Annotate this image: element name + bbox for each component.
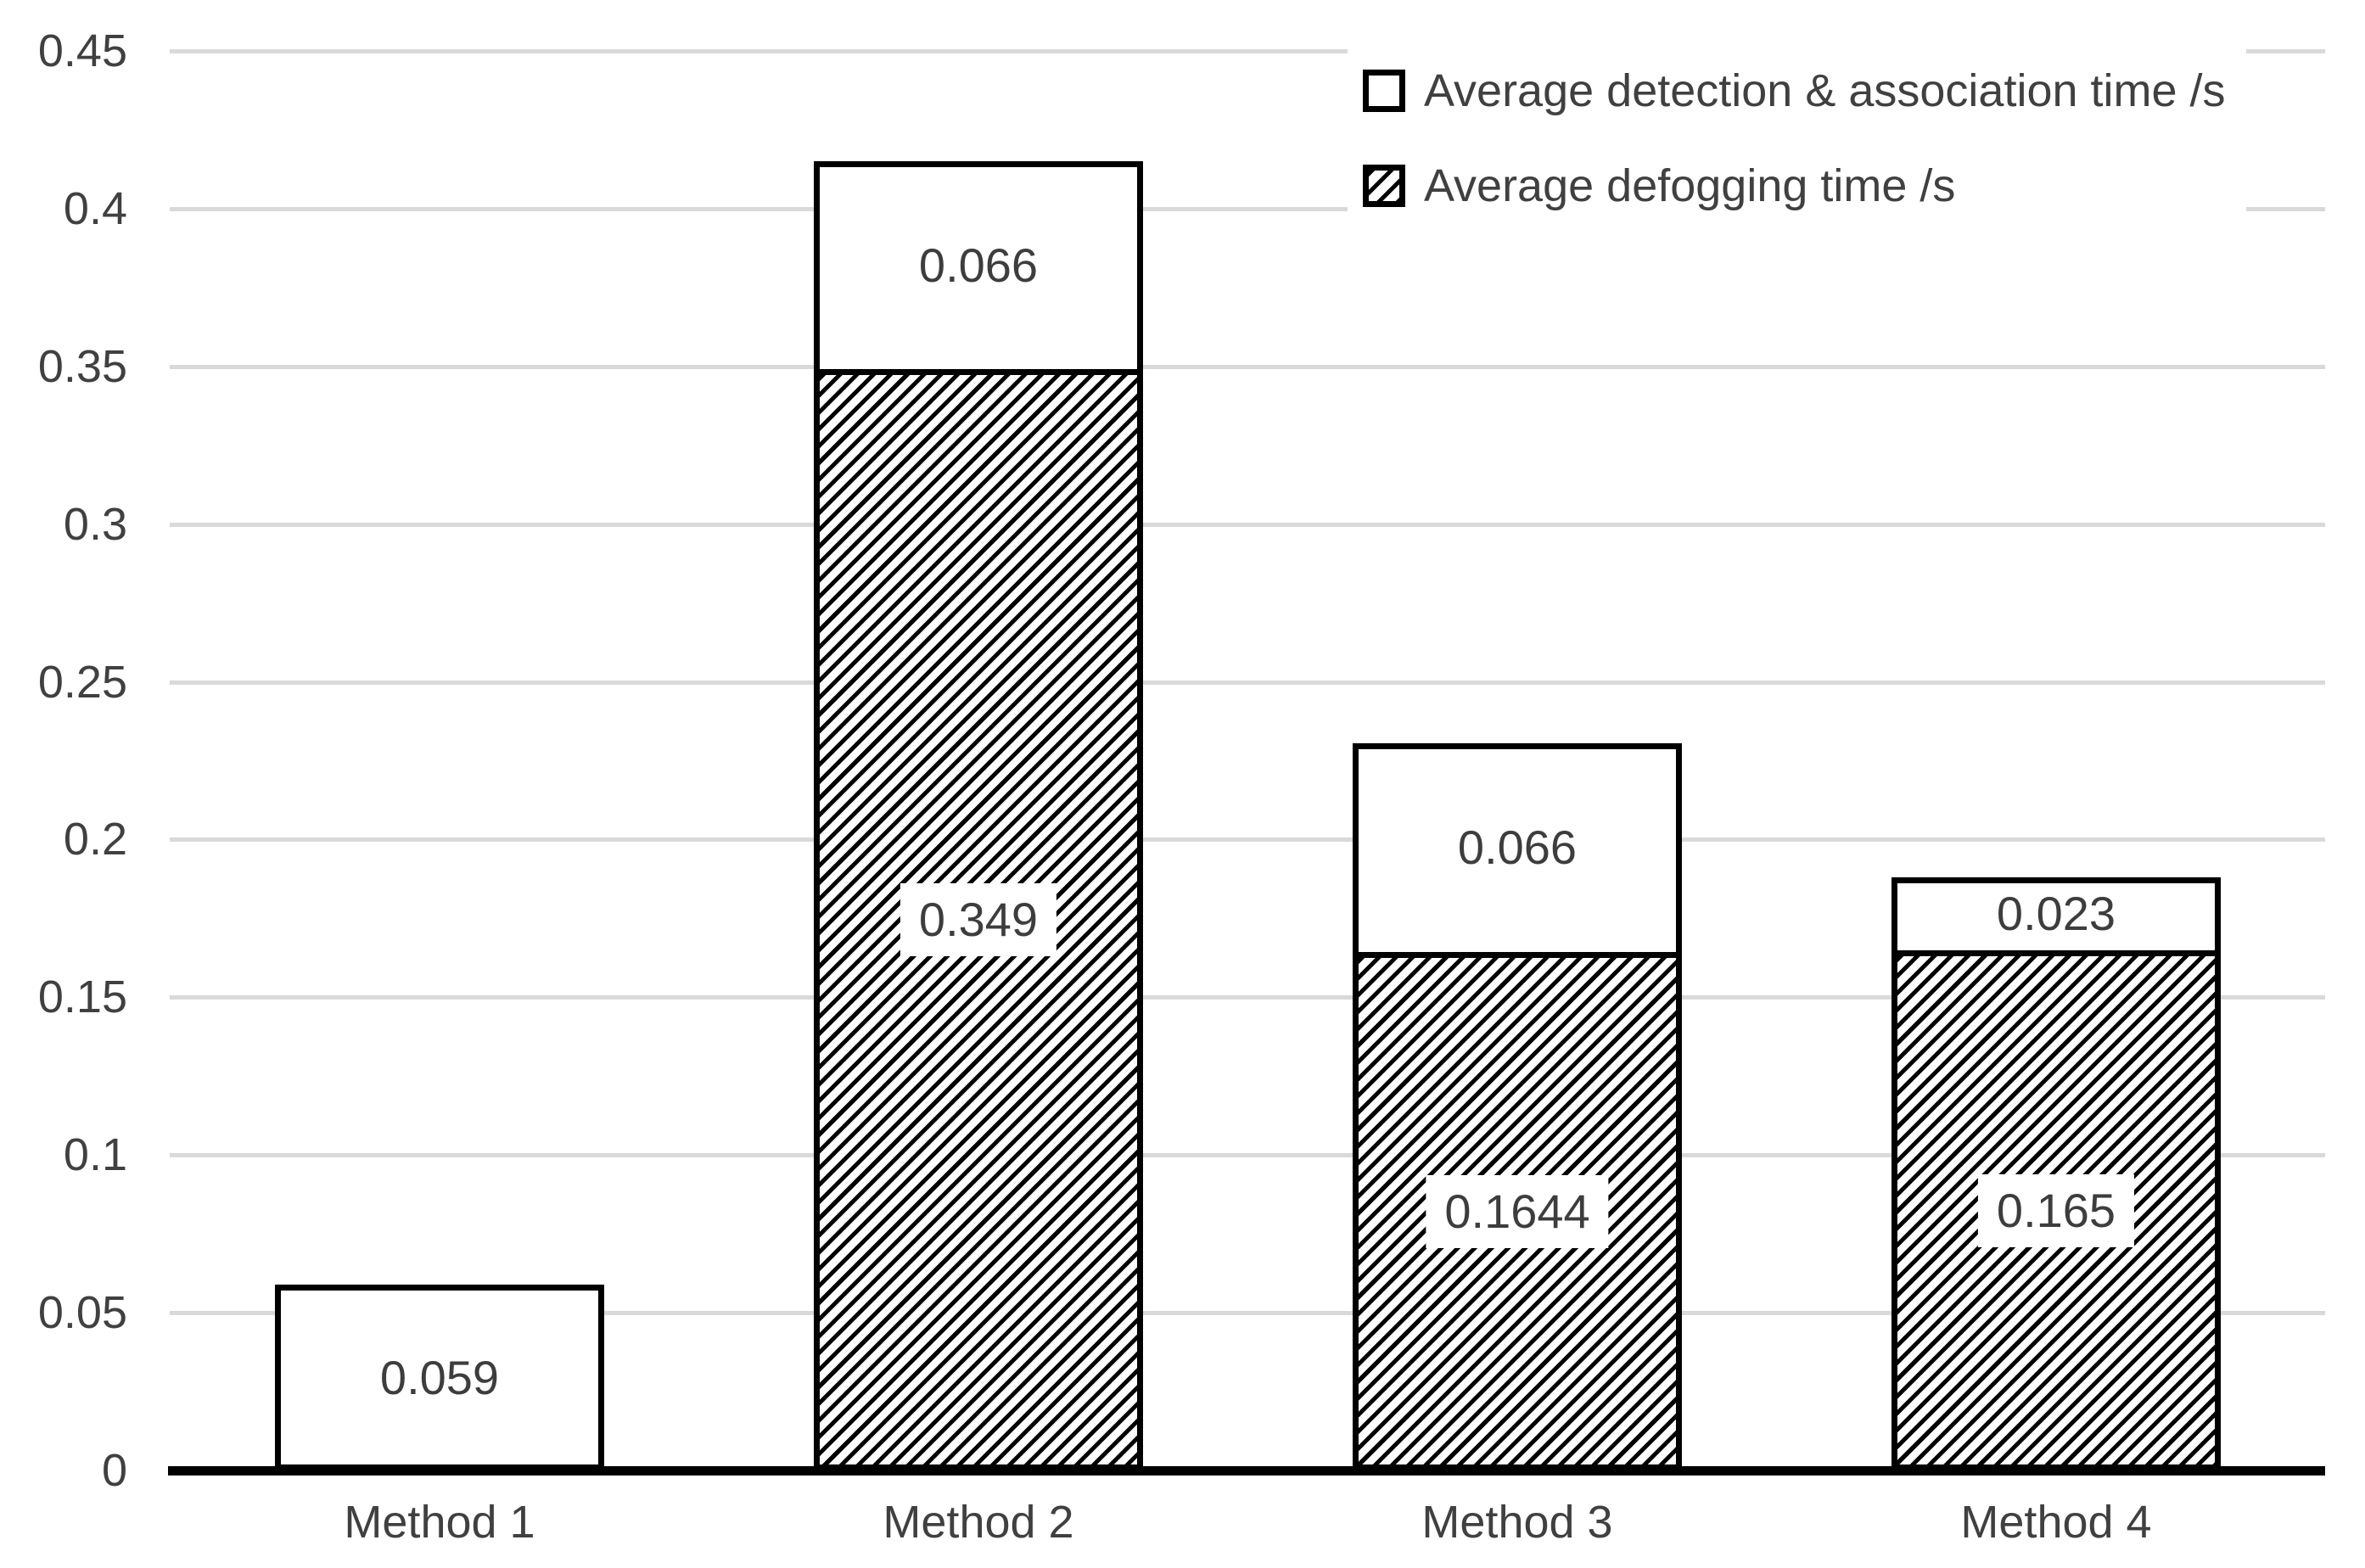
gridline [170, 523, 2325, 527]
y-axis-tick-label: 0.3 [63, 499, 127, 550]
gridline [170, 49, 2325, 53]
x-axis-category-label: Method 2 [883, 1497, 1074, 1548]
hatched-square-swatch-icon [1363, 165, 1405, 207]
y-axis-tick-label: 0.1 [63, 1129, 127, 1180]
bar-method-2 [814, 161, 1143, 1470]
gridline [170, 680, 2325, 685]
legend-item-detection: Average detection & association time /s [1363, 66, 2226, 115]
x-axis-category-label: Method 1 [344, 1497, 535, 1548]
x-axis-category-label: Method 4 [1960, 1497, 2152, 1548]
gridline [170, 1153, 2325, 1157]
y-axis-tick-label: 0.05 [37, 1287, 127, 1338]
data-label-defogging: 0.349 [899, 883, 1057, 956]
legend-item-defogging: Average defogging time /s [1363, 161, 2226, 210]
gridline [170, 365, 2325, 369]
y-axis-tick-label: 0.2 [63, 814, 127, 865]
legend: Average detection & association time /s … [1348, 34, 2246, 224]
white-square-swatch-icon [1363, 70, 1405, 112]
y-axis-tick-label: 0.4 [63, 183, 127, 234]
y-axis-tick-label: 0.25 [37, 657, 127, 708]
y-axis-tick-label: 0.15 [37, 972, 127, 1022]
y-axis-tick-label: 0 [101, 1445, 127, 1496]
gridline [170, 995, 2325, 1000]
data-label-detection: 0.059 [379, 1351, 500, 1404]
data-label-defogging: 0.165 [1977, 1174, 2135, 1247]
x-axis-category-label: Method 3 [1421, 1497, 1613, 1548]
legend-label-detection: Average detection & association time /s [1424, 65, 2226, 116]
y-axis-tick-label: 0.45 [37, 25, 127, 76]
data-label-detection: 0.066 [1457, 820, 1578, 874]
data-label-defogging: 0.1644 [1426, 1175, 1609, 1248]
data-label-detection: 0.023 [1996, 887, 2116, 940]
x-axis-line [168, 1466, 2325, 1476]
legend-label-defogging: Average defogging time /s [1424, 160, 1956, 211]
gridline [170, 1311, 2325, 1315]
bar-method-3 [1353, 743, 1682, 1470]
y-axis-tick-label: 0.35 [37, 341, 127, 392]
gridline [170, 837, 2325, 842]
gridline [170, 207, 2325, 211]
data-label-detection: 0.066 [918, 238, 1039, 292]
